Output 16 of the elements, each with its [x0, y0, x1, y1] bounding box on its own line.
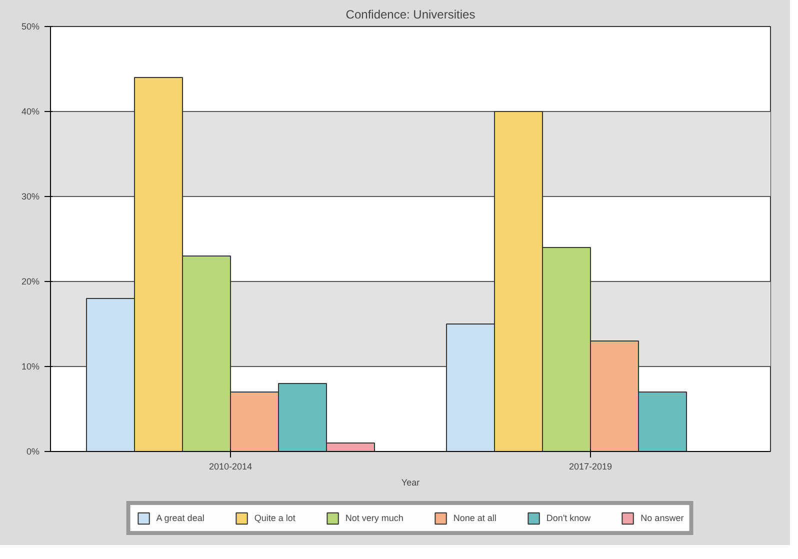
x-axis-title: Year	[401, 478, 420, 488]
y-tick-label: 40%	[21, 106, 40, 116]
legend-label: A great deal	[156, 512, 204, 522]
y-tick-label: 10%	[21, 362, 40, 372]
x-tick-label: 2017-2019	[568, 462, 612, 472]
legend-label: No answer	[640, 512, 684, 522]
legend-label: Not very much	[345, 512, 404, 522]
legend-label: None at all	[453, 512, 496, 522]
chart-title: Confidence: Universities	[346, 8, 476, 22]
legend-label: Quite a lot	[254, 512, 296, 522]
y-tick-label: 20%	[21, 276, 40, 286]
y-tick-label: 30%	[21, 192, 40, 202]
legend-label: Don't know	[546, 512, 591, 522]
y-tick-label: 50%	[21, 22, 40, 32]
y-tick-label: 0%	[26, 446, 40, 456]
x-tick-label: 2010-2014	[208, 462, 252, 472]
